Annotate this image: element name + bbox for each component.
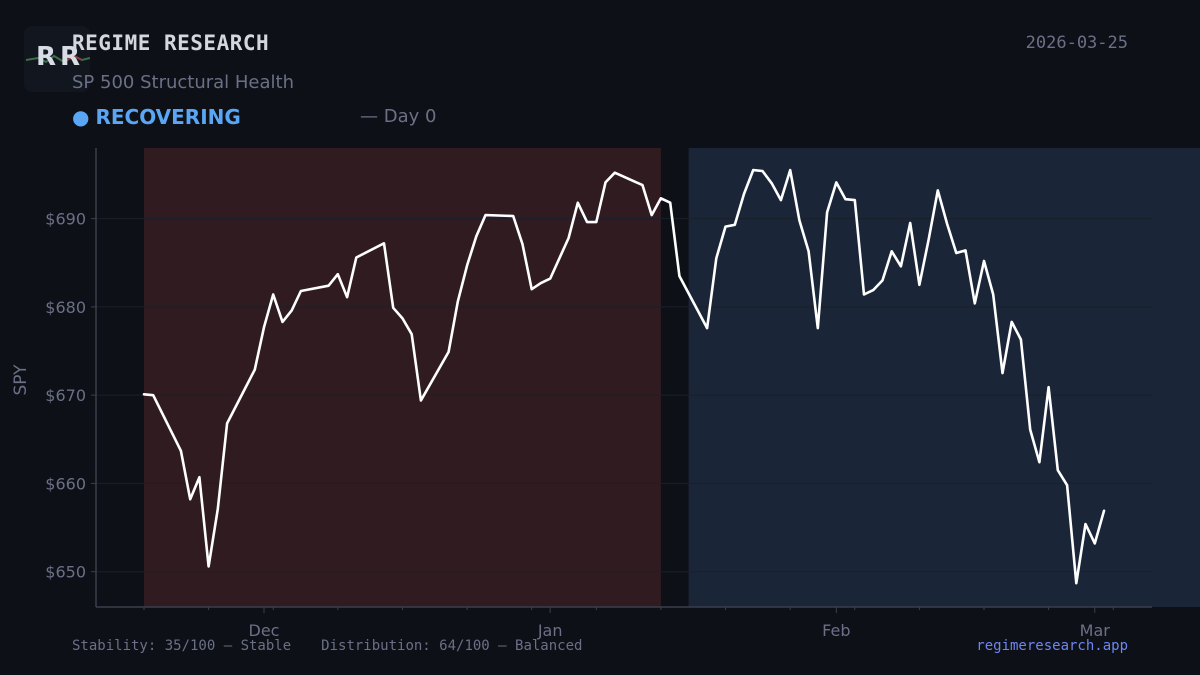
y-tick-label: $670: [45, 386, 86, 405]
footer-metrics: Stability: 35/100 — Stable Distribution: …: [72, 638, 582, 654]
regime-bands: [144, 148, 1200, 607]
x-tick-label: Jan: [537, 621, 563, 640]
y-tick-label: $660: [45, 474, 86, 493]
regime-status: ● RECOVERING: [72, 105, 241, 129]
brand-title: REGIME RESEARCH: [72, 31, 270, 55]
site-link[interactable]: regimeresearch.app: [976, 638, 1128, 654]
status-dot-icon: ●: [72, 105, 90, 129]
report-date: 2026-03-25: [1025, 33, 1128, 53]
series-layer: [142, 168, 1106, 585]
y-tick-label: $650: [45, 563, 86, 582]
grid-lines: [96, 218, 1152, 573]
regime-band-0: [144, 148, 661, 607]
regime-band-1: [688, 148, 1200, 607]
spy-price-line: [142, 168, 1106, 585]
x-tick-label: Dec: [249, 621, 280, 640]
logo: RR: [24, 26, 90, 92]
logo-wave-icon: [25, 54, 90, 64]
logo-text: RR: [36, 42, 85, 72]
y-tick-label: $690: [45, 210, 86, 229]
page-subtitle: SP 500 Structural Health: [72, 72, 294, 93]
status-label: RECOVERING: [95, 105, 241, 129]
status-day: — Day 0: [360, 106, 437, 127]
y-axis-label: SPY: [11, 364, 31, 396]
y-tick-label: $680: [45, 298, 86, 317]
x-tick-label: Mar: [1080, 621, 1111, 640]
axes: $650 $660 $670 $680 $690 Dec Jan Feb Mar: [45, 148, 1152, 640]
distribution-metric: Distribution: 64/100 — Balanced: [321, 638, 583, 654]
x-tick-label: Feb: [822, 621, 850, 640]
stability-metric: Stability: 35/100 — Stable: [72, 638, 292, 654]
